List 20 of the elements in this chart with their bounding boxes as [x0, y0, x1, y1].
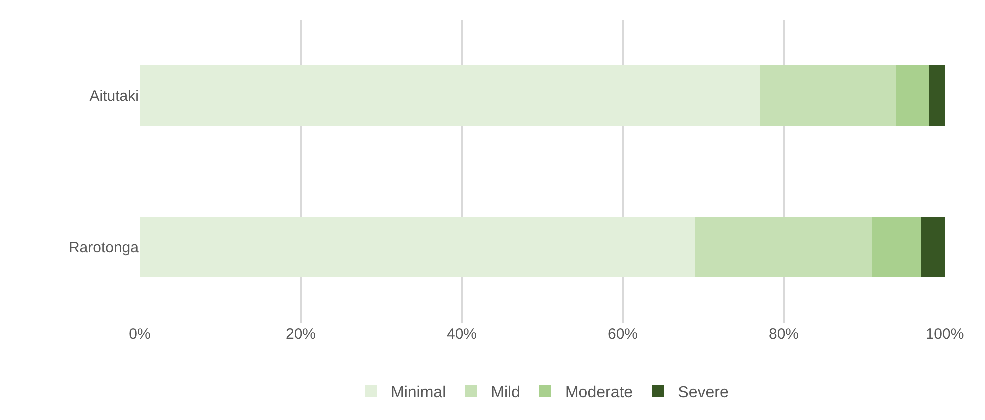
legend-label: Minimal [391, 384, 446, 402]
y-tick-label: Rarotonga [68, 240, 140, 256]
x-tick-label: 100% [926, 326, 964, 343]
bar [695, 216, 873, 278]
x-tick-label: 80% [768, 326, 800, 343]
bar [872, 216, 921, 278]
y-tick-label: Aitutaki [90, 88, 139, 105]
legend-label: Moderate [565, 384, 634, 402]
bar [896, 65, 929, 126]
x-tick-label: 20% [286, 326, 316, 343]
bar [140, 216, 696, 278]
x-tick-label: 60% [608, 326, 638, 343]
bar [760, 65, 897, 126]
x-tick-label: 0% [129, 326, 151, 343]
legend-label: Severe [678, 384, 729, 402]
bar [140, 65, 760, 126]
legend-label: Mild [491, 384, 520, 402]
x-tick-label: 40% [446, 326, 478, 343]
bar [920, 216, 945, 278]
bar [928, 65, 945, 126]
